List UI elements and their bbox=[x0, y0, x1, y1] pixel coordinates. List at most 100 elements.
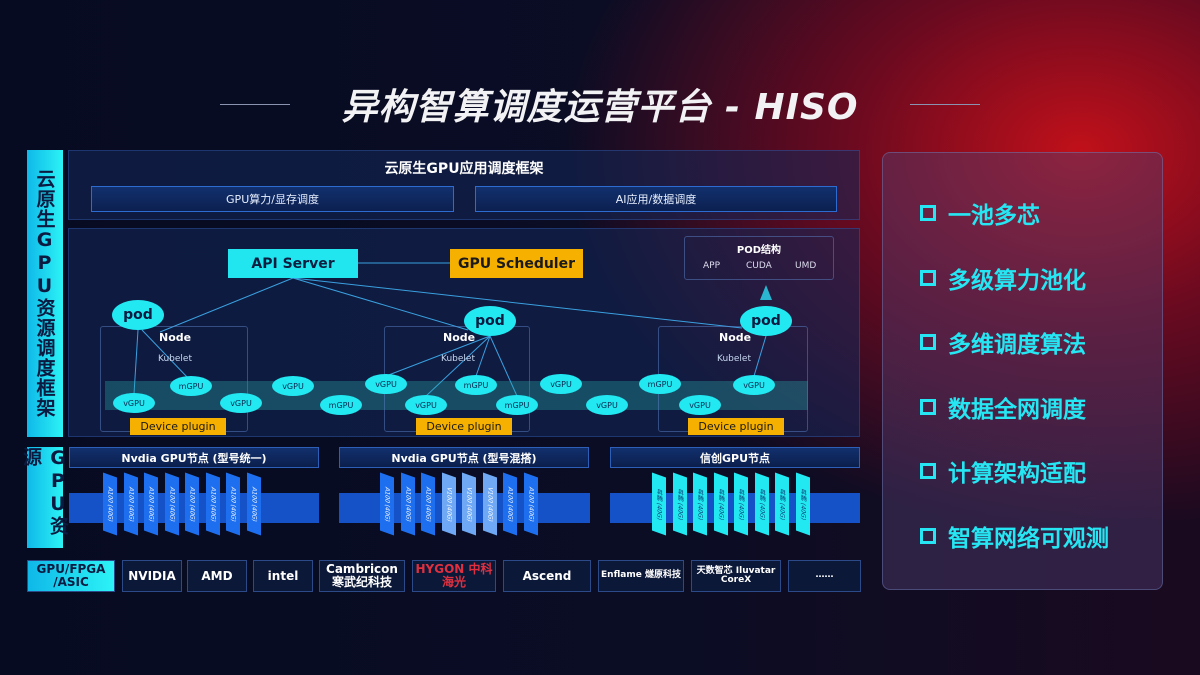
vendor-logo: Ascend bbox=[503, 560, 591, 592]
kubelet-label: Kubelet bbox=[441, 354, 475, 364]
gpu-card: A100 (40G) bbox=[246, 472, 261, 536]
feature-item: 计算架构适配 bbox=[920, 454, 1086, 488]
gpu-node-header-3: 信创GPU节点 bbox=[610, 447, 860, 468]
virtual-gpu: mGPU bbox=[455, 375, 497, 395]
gpu-card: 昇腾 (40G) bbox=[672, 472, 687, 536]
features-panel bbox=[882, 152, 1163, 590]
gpu-card: V100 (40G) bbox=[482, 472, 497, 536]
virtual-gpu: vGPU bbox=[733, 375, 775, 395]
gpu-card: A100 (40G) bbox=[400, 472, 415, 536]
link-node1 bbox=[159, 277, 294, 333]
pod-structure-title: POD结构 bbox=[736, 245, 782, 256]
gpu-card: 昇腾 (40G) bbox=[652, 472, 666, 536]
pod-1: pod bbox=[112, 300, 164, 330]
kubelet-label: Kubelet bbox=[717, 354, 751, 364]
vendor-logo: AMD bbox=[187, 560, 247, 592]
feature-item: 一池多芯 bbox=[920, 196, 1040, 230]
gpu-node-header-2: Nvdia GPU节点 (型号混搭) bbox=[339, 447, 589, 468]
title-decoration-left bbox=[220, 104, 290, 105]
device-plugin-1: Device plugin bbox=[130, 418, 226, 435]
virtual-gpu: mGPU bbox=[320, 395, 362, 415]
vendor-row-label: GPU/FPGA /ASIC bbox=[27, 560, 115, 592]
pod-3: pod bbox=[740, 306, 792, 336]
gpu-card: 昇腾 (40G) bbox=[734, 472, 748, 536]
link-node3 bbox=[292, 277, 743, 329]
vendor-logo: HYGON 中科海光 bbox=[412, 560, 496, 592]
gpu-card: A100 (40G) bbox=[380, 472, 394, 536]
virtual-gpu: mGPU bbox=[170, 376, 212, 396]
gpu-card: 昇腾 (40G) bbox=[775, 472, 789, 536]
feature-label: 多级算力池化 bbox=[948, 267, 1086, 294]
link-node2 bbox=[292, 277, 469, 331]
gpu-card: A100 (40G) bbox=[226, 472, 240, 536]
vendor-logo: intel bbox=[253, 560, 313, 592]
gpu-compute-scheduling: GPU算力/显存调度 bbox=[91, 186, 454, 212]
feature-label: 多维调度算法 bbox=[948, 332, 1086, 359]
virtual-gpu: vGPU bbox=[586, 395, 628, 415]
feature-label: 计算架构适配 bbox=[948, 461, 1086, 488]
gpu-card: V100 (40G) bbox=[462, 472, 476, 536]
gpu-card: A100 (40G) bbox=[164, 472, 179, 536]
virtual-gpu: vGPU bbox=[113, 393, 155, 413]
pod-structure-arrow bbox=[760, 285, 772, 300]
app-framework-title: 云原生GPU应用调度框架 bbox=[384, 161, 544, 177]
vendor-logo: Cambricon 寒武纪科技 bbox=[319, 560, 405, 592]
node-label: Node bbox=[719, 331, 752, 344]
gpu-card: 昇腾 (40G) bbox=[754, 472, 769, 536]
gpu-card: A100 (40G) bbox=[185, 472, 199, 536]
feature-item: 多维调度算法 bbox=[920, 325, 1086, 359]
vendor-logo: 天数智芯 Iluvatar CoreX bbox=[691, 560, 781, 592]
gpu-card: 昇腾 (40G) bbox=[713, 472, 728, 536]
virtual-gpu: mGPU bbox=[639, 374, 681, 394]
checkbox-square-icon bbox=[920, 205, 936, 221]
device-plugin-3: Device plugin bbox=[688, 418, 784, 435]
checkbox-square-icon bbox=[920, 269, 936, 286]
pod-2: pod bbox=[464, 306, 516, 336]
virtual-gpu: vGPU bbox=[405, 395, 447, 415]
gpu-card: A100 (40G) bbox=[123, 472, 138, 536]
ai-data-scheduling: AI应用/数据调度 bbox=[475, 186, 837, 212]
virtual-gpu: mGPU bbox=[496, 395, 538, 415]
gpu-node-header-1: Nvdia GPU节点 (型号统一) bbox=[69, 447, 319, 468]
pod-structure-box: POD结构 APP CUDA UMD bbox=[684, 236, 834, 280]
checkbox-square-icon bbox=[920, 398, 936, 415]
gpu-card: A100 (40G) bbox=[205, 472, 220, 536]
gpu-card: A100 (40G) bbox=[421, 472, 435, 536]
virtual-gpu: vGPU bbox=[365, 374, 407, 394]
virtual-gpu: vGPU bbox=[679, 395, 721, 415]
feature-item: 多级算力池化 bbox=[920, 261, 1086, 295]
virtual-gpu: vGPU bbox=[540, 374, 582, 394]
gpu-card: A100 (40G) bbox=[144, 472, 158, 536]
app-framework-panel: 云原生GPU应用调度框架 GPU算力/显存调度 AI应用/数据调度 bbox=[68, 150, 860, 220]
label-framework: 云原生GPU资源调度框架 bbox=[27, 150, 63, 437]
node-3: Node Kubelet bbox=[658, 326, 808, 432]
node-label: Node bbox=[159, 331, 192, 344]
node-label: Node bbox=[443, 331, 476, 344]
checkbox-square-icon bbox=[920, 528, 936, 544]
feature-label: 数据全网调度 bbox=[948, 396, 1086, 423]
pod-cuda: CUDA bbox=[746, 261, 772, 271]
gpu-card: A100 (40G) bbox=[103, 472, 117, 536]
vendor-logo: …… bbox=[788, 560, 861, 592]
gpu-card: A100 (40G) bbox=[523, 472, 538, 536]
gpu-scheduler-box: GPU Scheduler bbox=[450, 249, 583, 278]
vendor-logo: Enflame 燧原科技 bbox=[598, 560, 684, 592]
gpu-card: V100 (40G) bbox=[441, 472, 456, 536]
gpu-card: 昇腾 (40G) bbox=[795, 472, 810, 536]
vendor-logo: NVIDIA bbox=[122, 560, 182, 592]
gpu-card: 昇腾 (40G) bbox=[693, 472, 707, 536]
page-title: 异构智算调度运营平台 - HISO bbox=[341, 87, 859, 128]
kubelet-label: Kubelet bbox=[158, 354, 192, 364]
feature-label: 智算网络可观测 bbox=[948, 526, 1109, 552]
feature-item: 智算网络可观测 bbox=[920, 519, 1109, 553]
checkbox-square-icon bbox=[920, 334, 936, 351]
virtual-gpu: vGPU bbox=[272, 376, 314, 396]
api-server-box: API Server bbox=[228, 249, 358, 278]
virtual-gpu: vGPU bbox=[220, 393, 262, 413]
feature-item: 数据全网调度 bbox=[920, 390, 1086, 424]
checkbox-square-icon bbox=[920, 463, 936, 480]
title-decoration-right bbox=[910, 104, 980, 105]
gpu-card: A100 (40G) bbox=[503, 472, 517, 536]
pod-umd: UMD bbox=[795, 261, 817, 271]
